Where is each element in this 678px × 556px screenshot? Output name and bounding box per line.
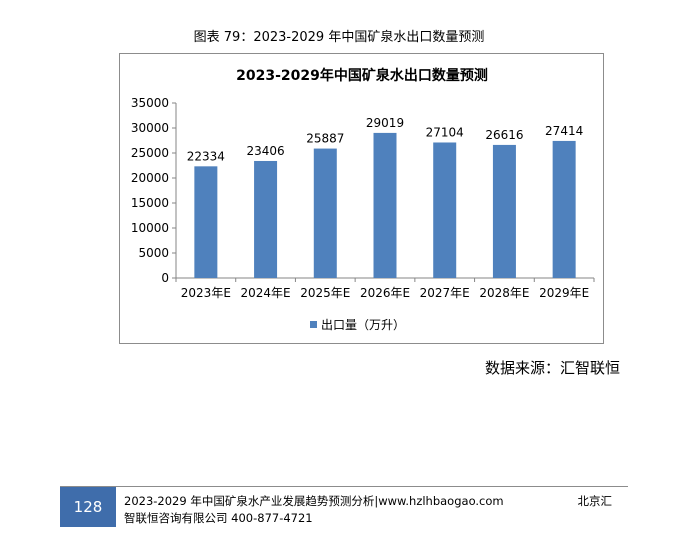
bar [433, 142, 457, 278]
bars: 22334 23406 25887 29019 27104 26616 27414 [187, 116, 583, 278]
bar-data-label: 25887 [306, 132, 344, 146]
bar [194, 166, 218, 278]
x-category-label: 2029年E [539, 286, 589, 300]
bar-data-label: 26616 [485, 128, 523, 142]
bar [373, 132, 397, 278]
y-tick-label: 15000 [131, 196, 169, 210]
chart-title: 2023-2029年中国矿泉水出口数量预测 [236, 67, 488, 84]
page-number-badge: 128 [60, 487, 116, 527]
chart-frame: 2023-2029年中国矿泉水出口数量预测 0 5000 10000 15000 200… [119, 53, 604, 344]
y-axis: 0 5000 10000 15000 20000 25000 30000 35000 [131, 96, 177, 285]
footer-line-1: 2023-2029 年中国矿泉水产业发展趋势预测分析|www.hzlhbaoga… [124, 494, 504, 508]
bar [492, 144, 516, 278]
y-tick-label: 20000 [131, 171, 169, 185]
bar-data-label: 27414 [545, 124, 583, 138]
footer-line-2: 智联恒咨询有限公司 400-877-4721 [124, 511, 313, 525]
bar [313, 148, 337, 278]
x-category-label: 2024年E [241, 286, 291, 300]
y-tick-label: 35000 [131, 96, 169, 110]
bar-data-label: 27104 [426, 125, 464, 139]
footer-right-text: 北京汇 [577, 494, 613, 508]
x-category-label: 2025年E [300, 286, 350, 300]
x-category-label: 2028年E [479, 286, 529, 300]
y-tick-label: 30000 [131, 121, 169, 135]
bar [254, 160, 278, 278]
bar-data-label: 23406 [246, 144, 284, 158]
bar-chart: 2023-2029年中国矿泉水出口数量预测 0 5000 10000 15000 200… [131, 67, 595, 332]
legend: 出口量（万升） [310, 318, 405, 332]
source-note: 数据来源：汇智联恒 [484, 359, 620, 377]
bar-data-label: 22334 [187, 149, 225, 163]
legend-swatch [310, 321, 317, 328]
y-tick-label: 10000 [131, 221, 169, 235]
footer-rule [60, 486, 628, 487]
bar-data-label: 29019 [366, 116, 404, 130]
x-axis: 2023年E 2024年E 2025年E 2026年E 2027年E 2028年E 2029… [175, 277, 595, 300]
bar [552, 140, 576, 278]
y-tick-label: 5000 [138, 246, 169, 260]
x-category-label: 2023年E [181, 286, 231, 300]
x-category-label: 2027年E [420, 286, 470, 300]
y-tick-label: 25000 [131, 146, 169, 160]
figure-caption: 图表 79：2023-2029 年中国矿泉水出口数量预测 [193, 30, 485, 45]
legend-label: 出口量（万升） [321, 318, 405, 332]
y-tick-label: 0 [161, 271, 169, 285]
x-category-label: 2026年E [360, 286, 410, 300]
